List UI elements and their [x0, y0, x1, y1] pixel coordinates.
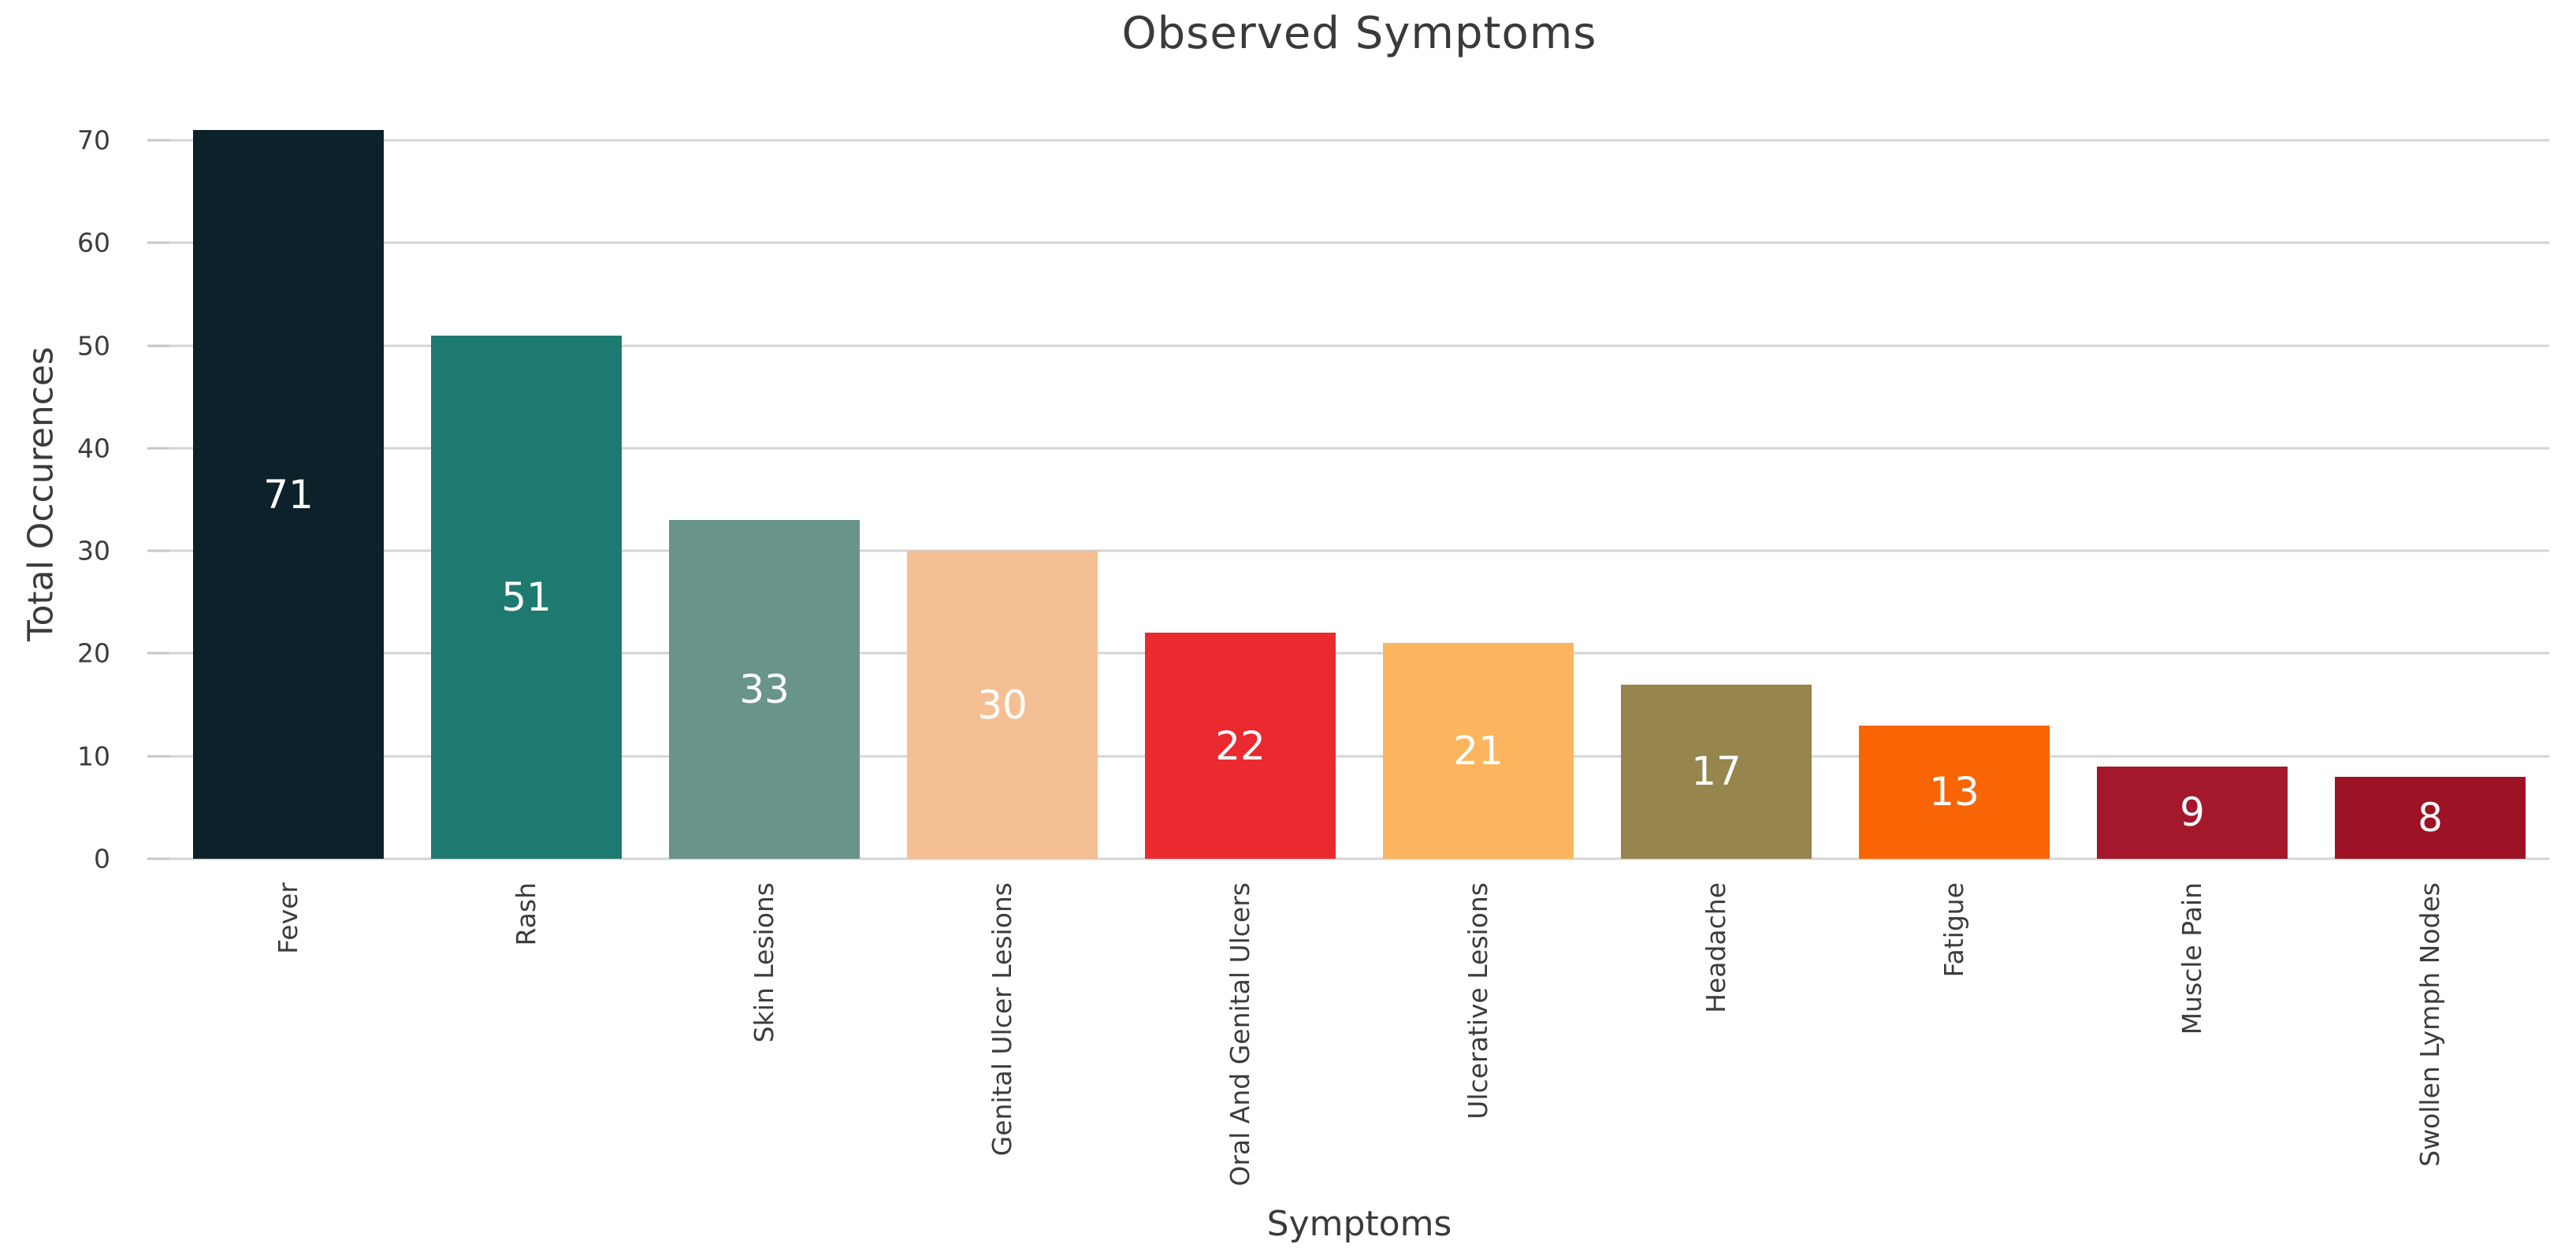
gridline-y-10 — [169, 755, 2549, 758]
x-tick-label-genital-ulcer-lesions: Genital Ulcer Lesions — [987, 882, 1018, 1157]
x-tick-slot: Skin Lesions — [645, 882, 883, 1042]
bar-slot: 30 — [883, 130, 1121, 859]
x-tick-slot: Oral And Genital Ulcers — [1121, 882, 1359, 1187]
x-tick-label-headache: Headache — [1701, 882, 1732, 1013]
gridline-y-30 — [169, 549, 2549, 552]
bar-value-label: 51 — [501, 574, 552, 620]
y-tick-mark-30 — [147, 549, 169, 552]
gridline-y-70 — [169, 139, 2549, 142]
bar-slot: 21 — [1359, 130, 1597, 859]
bar-skin-lesions: 33 — [669, 520, 860, 859]
y-tick-label-50: 50 — [77, 330, 110, 362]
bar-headache: 17 — [1621, 684, 1812, 859]
y-tick-label-20: 20 — [77, 637, 110, 669]
x-tick-label-fatigue: Fatigue — [1939, 882, 1970, 978]
bar-value-label: 17 — [1691, 748, 1741, 795]
bar-value-label: 33 — [739, 667, 790, 713]
bar-slot: 17 — [1597, 130, 1835, 859]
x-tick-label-skin-lesions: Skin Lesions — [749, 882, 780, 1043]
x-tick-slot: Muscle Pain — [2073, 882, 2311, 1034]
x-axis-tick-labels: Fever Rash Skin Lesions Genital Ulcer Lesio… — [169, 882, 2549, 1187]
bar-genital-ulcer-lesions: 30 — [907, 551, 1098, 859]
x-tick-slot: Headache — [1597, 882, 1835, 1013]
gridline-y-20 — [169, 652, 2549, 655]
x-tick-label-ulcerative-lesions: Ulcerative Lesions — [1463, 882, 1494, 1120]
x-tick-slot: Rash — [407, 882, 645, 946]
bar-value-label: 13 — [1929, 769, 1979, 815]
bar-value-label: 30 — [977, 681, 1028, 728]
bar-value-label: 22 — [1215, 722, 1266, 769]
chart-title: Observed Symptoms — [1121, 8, 1597, 59]
y-tick-label-40: 40 — [77, 433, 110, 464]
y-tick-mark-20 — [147, 652, 169, 655]
bar-ulcerative-lesions: 21 — [1383, 643, 1574, 859]
bar-slot: 8 — [2311, 130, 2549, 859]
y-tick-label-70: 70 — [77, 124, 110, 156]
y-tick-label-0: 0 — [94, 843, 110, 875]
x-tick-slot: Ulcerative Lesions — [1359, 882, 1597, 1120]
x-axis-label: Symptoms — [1266, 1204, 1452, 1244]
y-tick-mark-70 — [147, 139, 169, 142]
gridline-y-0 — [169, 857, 2549, 860]
plot-area: 0 10 20 30 40 50 60 70 71 51 33 30 22 21 17 13 9 8 — [77, 128, 2549, 872]
y-tick-mark-60 — [147, 241, 169, 244]
bar-fever: 71 — [193, 130, 384, 859]
bar-slot: 22 — [1121, 130, 1359, 859]
bar-slot: 51 — [407, 130, 645, 859]
y-tick-mark-40 — [147, 447, 169, 450]
bar-slot: 9 — [2073, 130, 2311, 859]
bar-value-label: 21 — [1453, 728, 1504, 774]
y-tick-mark-50 — [147, 344, 169, 347]
bar-muscle-pain: 9 — [2097, 766, 2288, 859]
y-tick-mark-0 — [147, 857, 169, 860]
gridline-y-60 — [169, 241, 2549, 244]
bar-slot: 13 — [1835, 130, 2073, 859]
y-tick-label-10: 10 — [77, 741, 110, 772]
bar-rash: 51 — [431, 335, 622, 859]
bar-swollen-lymph-nodes: 8 — [2335, 776, 2526, 859]
x-tick-label-fever: Fever — [273, 882, 304, 954]
bar-fatigue: 13 — [1859, 725, 2050, 859]
bar-value-label: 8 — [2418, 794, 2443, 841]
x-tick-label-swollen-lymph-nodes: Swollen Lymph Nodes — [2414, 882, 2446, 1167]
x-tick-label-rash: Rash — [511, 882, 542, 946]
x-tick-label-muscle-pain: Muscle Pain — [2176, 882, 2208, 1035]
gridline-y-40 — [169, 447, 2549, 450]
x-tick-label-oral-and-genital-ulcers: Oral And Genital Ulcers — [1225, 882, 1256, 1187]
y-tick-label-30: 30 — [77, 535, 110, 566]
x-tick-slot: Fever — [169, 882, 407, 954]
bar-slot: 71 — [169, 130, 407, 859]
bars-container: 71 51 33 30 22 21 17 13 9 8 — [169, 130, 2549, 859]
y-axis-label: Total Occurences — [20, 347, 61, 641]
bar-oral-and-genital-ulcers: 22 — [1145, 633, 1336, 859]
y-tick-label-60: 60 — [77, 227, 110, 258]
bar-slot: 33 — [645, 130, 883, 859]
x-tick-slot: Genital Ulcer Lesions — [883, 882, 1121, 1156]
x-tick-slot: Fatigue — [1835, 882, 2073, 977]
bar-value-label: 9 — [2180, 789, 2205, 836]
bar-value-label: 71 — [263, 471, 314, 518]
gridline-y-50 — [169, 344, 2549, 347]
x-tick-slot: Swollen Lymph Nodes — [2311, 882, 2549, 1167]
y-tick-mark-10 — [147, 755, 169, 758]
